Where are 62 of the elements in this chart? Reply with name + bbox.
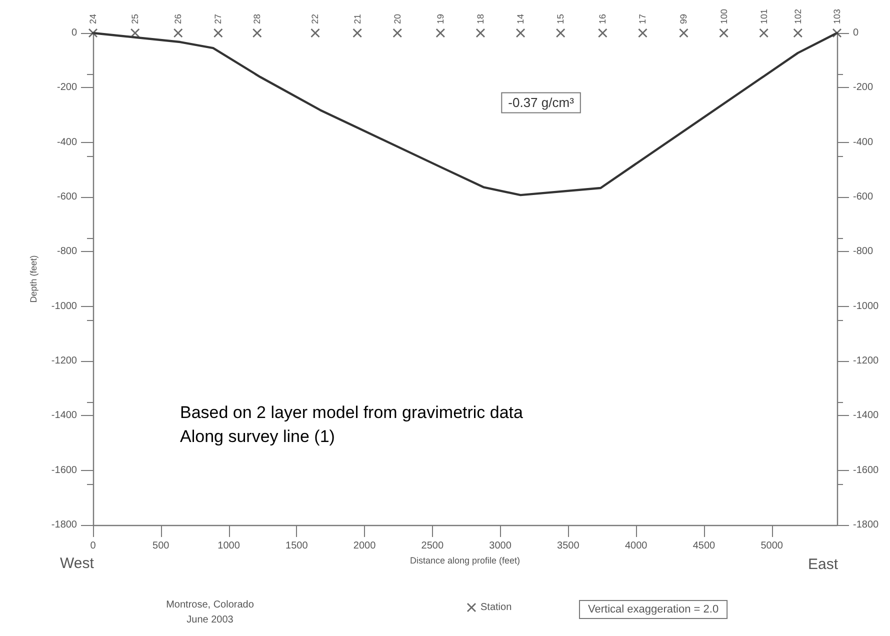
y-tick-label: -1000 [51, 300, 78, 312]
annotation: 20 [392, 14, 402, 24]
text: West [60, 555, 95, 572]
annotation: 16 [598, 14, 608, 24]
y2-tick-label: -1000 [853, 300, 880, 312]
y2-tick-label: -800 [853, 246, 874, 258]
y2-tick-label: -200 [853, 82, 874, 94]
y-tick-label: -1600 [51, 464, 78, 476]
y2-tick-label: 0 [853, 28, 859, 38]
annotation: 14 [516, 14, 526, 24]
y2-tick-label: -600 [853, 192, 874, 202]
x-tick-label: 3500 [557, 540, 580, 552]
y-tick-label: -800 [56, 246, 78, 258]
annotation: 101 [758, 8, 769, 24]
y-tick-label: -200 [56, 82, 78, 94]
x-axis-title: Distance along profile (feet) [410, 555, 520, 566]
x-tick-label: 2500 [421, 540, 444, 552]
annotation: 22 [310, 14, 320, 24]
text: June 2003 [186, 614, 234, 626]
y-tick-label: 0 [71, 28, 78, 38]
annotation: 103 [832, 8, 842, 24]
text: Montrose, Colorado [166, 600, 254, 610]
y-tick-label: -1800 [51, 520, 78, 530]
annotation: 19 [435, 14, 446, 24]
y2-tick-label: -1200 [853, 356, 880, 366]
x-tick-label: 5000 [760, 540, 784, 552]
y-tick-label: -400 [56, 136, 78, 148]
y2-tick-label: -1400 [853, 410, 880, 422]
annotation: 24 [88, 14, 98, 24]
x-tick-label: 500 [152, 540, 170, 552]
annotation: 18 [475, 14, 486, 24]
legend-label: Station [480, 602, 512, 613]
line-series [92, 32, 838, 196]
y-tick-label: -1200 [51, 356, 78, 366]
y2-tick-label: -1800 [853, 520, 880, 530]
annotation: 26 [173, 14, 184, 24]
annotation: 17 [638, 14, 648, 24]
annotation: 102 [792, 8, 803, 24]
annotation: 27 [213, 14, 224, 24]
x-tick-label: 0 [90, 540, 96, 552]
x-tick-label: 1000 [218, 540, 240, 552]
y2-tick-label: -400 [853, 136, 874, 148]
x-tick-label: 4000 [624, 540, 648, 552]
annotation: 25 [130, 14, 140, 24]
annotation: Based on 2 layer model from gravimetric data [180, 403, 524, 422]
x-tick-label: 2000 [353, 540, 376, 552]
y-tick-label: -1400 [51, 410, 78, 422]
x-tick-label: 3000 [489, 540, 512, 552]
text: Vertical exaggeration = 2.0 [588, 604, 719, 616]
x-tick-label: 1500 [286, 540, 308, 552]
y-tick-label: -600 [56, 192, 78, 202]
text: East [808, 556, 839, 573]
annotation: 99 [678, 14, 689, 24]
y2-tick-label: -1600 [853, 464, 880, 476]
annotation: 28 [252, 14, 262, 24]
annotation: 15 [556, 14, 566, 24]
annotation: Along survey line (1) [180, 427, 335, 446]
x-tick-label: 4500 [692, 540, 716, 552]
y-axis-title: Depth (feet) [28, 255, 38, 303]
annotation: 21 [352, 14, 362, 24]
annotation: 100 [718, 8, 729, 24]
annotation: -0.37 g/cm³ [508, 95, 575, 110]
